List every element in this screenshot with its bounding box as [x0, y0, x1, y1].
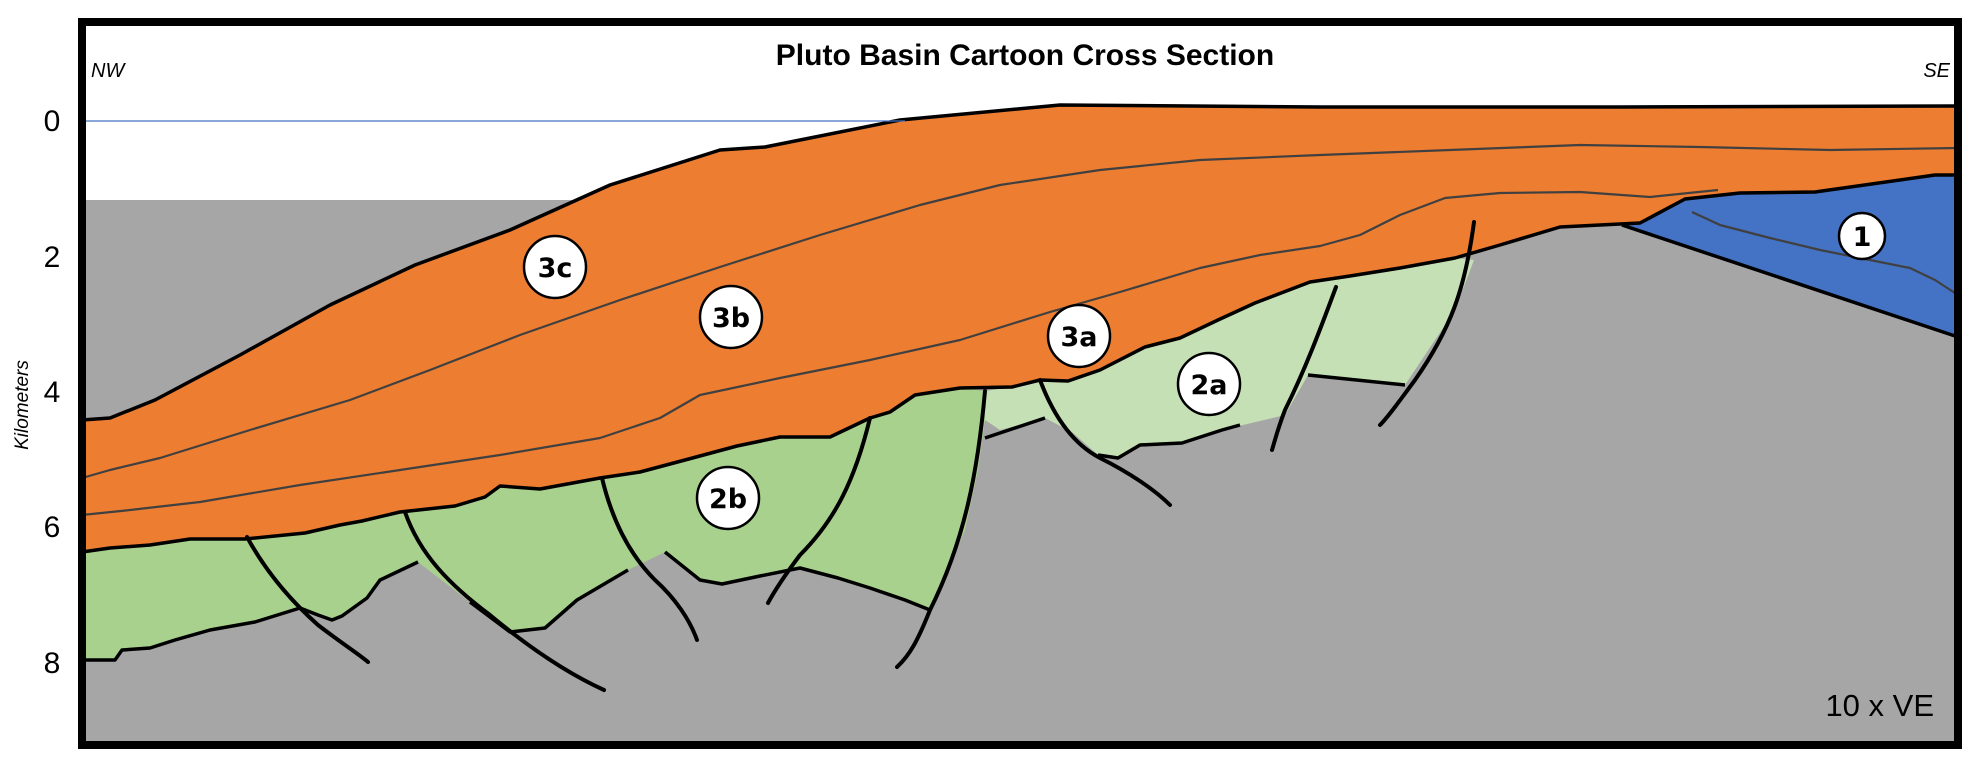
svg-text:2a: 2a — [1190, 370, 1227, 401]
top-of-section — [81, 103, 1959, 422]
svg-text:2b: 2b — [709, 484, 747, 515]
fault-2 — [403, 510, 606, 692]
unit-label-3c: 3c — [522, 234, 588, 300]
unit-2b-fill — [82, 388, 985, 660]
unit-3-fill — [82, 105, 1958, 552]
unit-label-2a: 2a — [1176, 351, 1242, 417]
y-tick-2: 2 — [44, 241, 61, 274]
base-of-unit-1 — [1621, 223, 1959, 339]
base-of-unit-3 — [81, 173, 1958, 554]
fault-5 — [895, 389, 987, 669]
unit-label-1: 1 — [1837, 211, 1887, 261]
fault-7 — [1270, 285, 1338, 452]
horizon-3a-3b — [81, 188, 1719, 517]
y-axis-label: Kilometers — [12, 360, 33, 450]
svg-text:3a: 3a — [1060, 322, 1097, 353]
y-tick-8: 8 — [44, 647, 61, 680]
y-tick-6: 6 — [44, 511, 61, 544]
base-of-unit-2a — [984, 373, 1406, 460]
fault-6 — [1038, 378, 1172, 507]
figure-title: Pluto Basin Cartoon Cross Section — [776, 39, 1274, 72]
horizon-in-unit-1 — [1691, 211, 1959, 296]
svg-text:1: 1 — [1853, 222, 1872, 253]
fault-4 — [766, 416, 872, 605]
fault-8 — [1378, 220, 1476, 427]
orientation-nw: NW — [91, 60, 126, 82]
fault-3 — [600, 476, 699, 642]
unit-label-3a: 3a — [1046, 303, 1112, 369]
orientation-se: SE — [1923, 60, 1950, 82]
horizon-3b-3c — [81, 143, 1959, 480]
unit-label-2b: 2b — [695, 465, 761, 531]
unit-2a-fill — [985, 258, 1474, 458]
fault-1 — [245, 535, 370, 664]
frame — [78, 18, 1962, 749]
svg-text:3c: 3c — [538, 253, 573, 284]
vertical-exaggeration: 10 x VE — [1825, 688, 1934, 723]
y-tick-0: 0 — [44, 105, 61, 138]
svg-text:3b: 3b — [712, 303, 750, 334]
y-tick-4: 4 — [44, 376, 61, 409]
unit-label-3b: 3b — [698, 284, 764, 350]
